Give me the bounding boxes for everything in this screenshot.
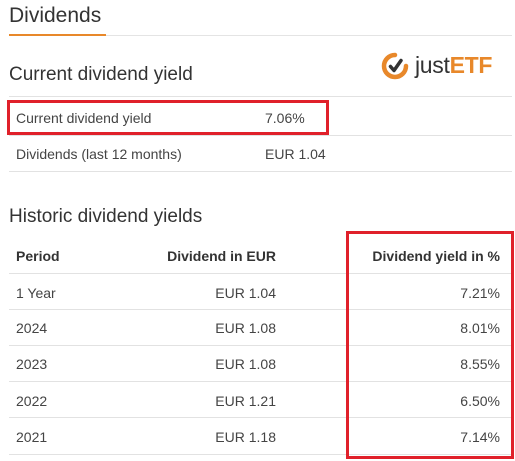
section-divider: [106, 35, 512, 36]
dividends-12m-label: Dividends (last 12 months): [16, 146, 182, 162]
justetf-logo: justETF: [380, 51, 508, 83]
table-row-yield: 7.14%: [460, 429, 500, 445]
table-row-dividend: EUR 1.21: [215, 393, 276, 409]
logo-etf: ETF: [449, 52, 493, 78]
column-header-yield: Dividend yield in %: [372, 248, 500, 264]
row-divider: [9, 417, 512, 418]
row-divider: [9, 135, 512, 136]
column-header-dividend: Dividend in EUR: [167, 248, 276, 264]
current-dividend-heading: Current dividend yield: [9, 64, 193, 85]
row-divider: [9, 381, 512, 382]
table-row-dividend: EUR 1.08: [215, 356, 276, 372]
section-title-underline: [9, 34, 106, 36]
table-row-period: 2021: [16, 429, 48, 445]
row-divider: [9, 309, 512, 310]
current-yield-value: 7.06%: [265, 110, 305, 126]
current-yield-highlight-box: [7, 100, 329, 135]
yield-column-highlight-box: [346, 231, 514, 459]
current-yield-label: Current dividend yield: [16, 110, 152, 126]
section-title: Dividends: [9, 4, 102, 27]
historic-dividend-heading: Historic dividend yields: [9, 206, 203, 227]
justetf-logo-wordmark: justETF: [415, 52, 492, 79]
logo-just: just: [415, 52, 450, 78]
table-row-yield: 7.21%: [460, 285, 500, 301]
table-row-period: 1 Year: [16, 285, 56, 301]
current-table-top-border: [9, 96, 512, 97]
table-row-period: 2022: [16, 393, 48, 409]
table-row-dividend: EUR 1.18: [215, 429, 276, 445]
table-row-dividend: EUR 1.04: [215, 285, 276, 301]
justetf-logo-icon: [381, 52, 409, 80]
table-bottom-border: [9, 454, 512, 455]
column-header-period: Period: [16, 248, 60, 264]
table-row-dividend: EUR 1.08: [215, 320, 276, 336]
table-row-period: 2023: [16, 356, 48, 372]
table-row-period: 2024: [16, 320, 48, 336]
row-divider: [9, 171, 512, 172]
row-divider: [9, 345, 512, 346]
table-row-yield: 6.50%: [460, 393, 500, 409]
table-row-yield: 8.01%: [460, 320, 500, 336]
dividends-12m-value: EUR 1.04: [265, 146, 326, 162]
row-divider: [9, 273, 512, 274]
table-row-yield: 8.55%: [460, 356, 500, 372]
